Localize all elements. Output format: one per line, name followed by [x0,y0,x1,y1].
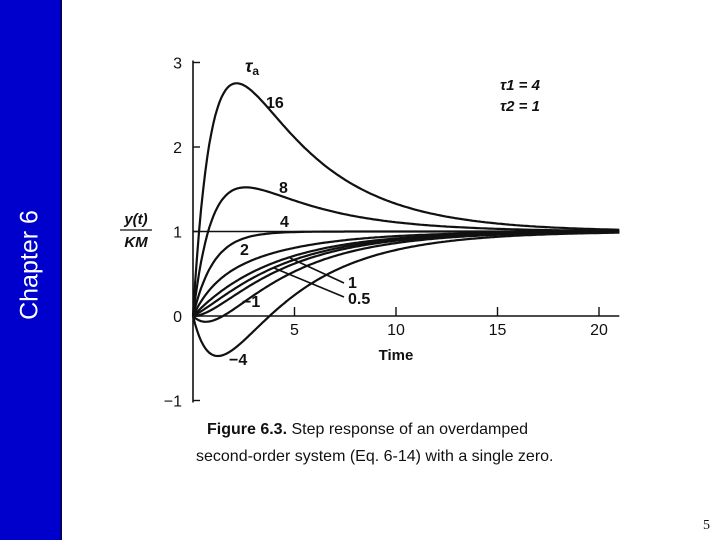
x-tick-label: 20 [590,322,608,339]
x-tick-label: 10 [387,322,405,339]
y-tick-label: 3 [173,56,182,73]
x-tick-label: 15 [489,322,507,339]
figure-caption-line2: second-order system (Eq. 6-14) with a si… [196,448,553,465]
pointer-line-1 [289,257,345,284]
y-tick-label: 1 [173,225,182,242]
y-tick-label: 0 [173,309,182,326]
param-tau2: τ2 = 1 [500,98,540,115]
legend-title-base: τ [245,56,254,76]
curve-label-16: 16 [266,95,284,112]
curve-tau-8 [191,186,620,317]
curve-label-2: 2 [240,242,249,259]
x-axis-label: Time [379,347,414,364]
curve-tau-neg4 [191,231,620,358]
param-tau1: τ1 = 4 [500,77,541,94]
page-number: 5 [703,518,710,533]
chart-labels: 16 8 4 2 10.5 −1 −4 τa τ1 = 4 τ2 = 1 Figure 6.3. S… [196,56,553,465]
curve-label-0p5: 0.5 [348,291,370,308]
curve-label-4: 4 [280,214,289,231]
y-tick-label: 2 [173,140,182,157]
legend-title: τa [245,56,259,78]
figure-caption-text1: Step response of an overdamped [291,421,528,438]
curve-label-neg4: −4 [229,352,247,369]
figure-label: Figure 6.3. [207,421,291,438]
pointer-line-0p5 [273,267,345,298]
y-axis-label-numerator: y(t) [123,211,147,228]
chart-curves [191,82,620,358]
y-axis-label-denominator: KM [124,234,148,251]
curve-label-1: 1 [348,275,357,292]
x-tick-label: 5 [290,322,299,339]
curve-label-8: 8 [279,180,288,197]
curve-label-neg1: −1 [242,294,260,311]
curve-tau-16 [191,82,620,317]
y-tick-label: −1 [164,394,182,411]
chapter-sidebar: Chapter 6 [0,0,62,540]
legend-title-sub: a [252,64,259,78]
figure-caption-line1: Figure 6.3. Step response of an overdamp… [207,421,528,438]
